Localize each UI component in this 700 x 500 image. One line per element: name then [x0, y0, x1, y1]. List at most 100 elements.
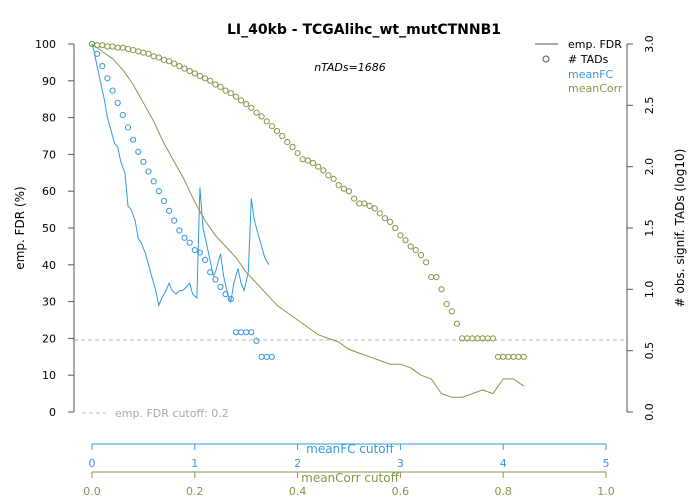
fc-axis-tick-label: 1: [191, 457, 198, 470]
meancorr-tads-point: [412, 247, 419, 254]
fc-axis-tick-label: 5: [603, 457, 610, 470]
meanfc-tads-point: [166, 207, 173, 214]
meanfc-tads-point: [212, 276, 219, 283]
meancorr-tads-point: [330, 175, 337, 182]
right-axis-label: # obs. signif. TADs (log10): [673, 149, 687, 308]
meanfc-tads-point: [196, 249, 203, 256]
fc-axis-tick-label: 2: [294, 457, 301, 470]
meanfc-tads-point: [94, 50, 101, 57]
meancorr-tads-point: [304, 157, 311, 164]
meancorr-tads-point: [428, 274, 435, 281]
meancorr-tads-point: [217, 83, 224, 91]
meanfc-tads-point: [160, 197, 168, 205]
legend: emp. FDR # TADs meanFC meanCorr: [535, 38, 623, 95]
meancorr-tads-point: [392, 224, 399, 232]
meanfc-tads-point: [186, 239, 193, 246]
meancorr-tads-point: [315, 163, 322, 170]
meanfc-tads-point: [253, 337, 260, 344]
meancorr-fdr-line: [91, 43, 525, 398]
legend-item-emp-fdr: emp. FDR: [568, 38, 622, 51]
meancorr-tads-point: [335, 182, 342, 189]
meanfc-tads-point: [150, 178, 157, 185]
meancorr-tads-point: [515, 353, 522, 360]
fc-axis-tick-label: 4: [500, 457, 507, 470]
corr-axis-label: meanCorr cutoff: [301, 471, 399, 485]
right-axis-tick-label: 0.0: [643, 403, 656, 421]
fc-axis: 0 1 2 3 4 5: [89, 443, 610, 470]
meanfc-tads-point: [258, 353, 265, 360]
plot-area: [88, 40, 527, 398]
meancorr-tads-point: [186, 67, 193, 75]
meancorr-tads-point: [489, 335, 496, 342]
meancorr-tads-point: [202, 75, 209, 82]
meancorr-tads-point: [500, 353, 507, 360]
left-axis-tick-label: 70: [42, 148, 56, 161]
meancorr-tads-point: [273, 128, 281, 135]
meancorr-tads-point: [469, 335, 476, 342]
meancorr-tads-point: [474, 335, 481, 342]
left-axis-tick-label: 60: [42, 185, 56, 198]
meancorr-tads-point: [258, 113, 265, 120]
meancorr-tads-point: [150, 53, 157, 60]
corr-axis-tick-label: 0.8: [494, 485, 512, 498]
meancorr-tads-point: [135, 48, 142, 55]
right-axis-tick-label: 2.5: [643, 97, 656, 115]
meancorr-tads-point: [263, 118, 270, 125]
right-axis-tick-label: 1.0: [643, 281, 656, 299]
right-axis: 0.0 0.5 1.0 1.5 2.0 2.5 3.0: [626, 35, 656, 421]
meanfc-tads-point: [130, 136, 137, 143]
meancorr-tads-point: [114, 44, 121, 51]
meancorr-tads-point: [268, 123, 275, 130]
meancorr-tads-point: [453, 320, 460, 327]
meanfc-tads-point: [124, 124, 132, 131]
meanfc-tads-point: [119, 112, 126, 119]
meancorr-tads-point: [160, 56, 168, 64]
meanfc-tads-point: [145, 168, 152, 175]
meancorr-tads-point: [505, 353, 512, 360]
meanfc-tads-point: [217, 283, 224, 290]
meancorr-tads-point: [176, 63, 183, 70]
meancorr-tads-point: [191, 70, 198, 77]
corr-axis-tick-label: 0.6: [392, 485, 410, 498]
meancorr-tads-point: [299, 156, 306, 163]
meancorr-tads-point: [243, 101, 250, 108]
meanfc-fdr-line: [91, 43, 270, 307]
meancorr-tads-point: [109, 43, 116, 50]
meanfc-tads-point: [104, 75, 111, 82]
legend-item-meanfc: meanFC: [568, 68, 614, 81]
meanfc-tads-point: [227, 296, 234, 303]
corr-axis-tick-label: 1.0: [597, 485, 615, 498]
corr-axis-tick-label: 0.4: [289, 485, 307, 498]
meancorr-tads-point: [448, 308, 455, 315]
corr-axis-tick-label: 0.2: [186, 485, 204, 498]
left-axis-tick-label: 50: [42, 222, 56, 235]
meancorr-tads-point: [145, 50, 152, 57]
meancorr-tads-point: [438, 286, 445, 293]
meanfc-tads-point: [155, 188, 162, 195]
meanfc-tads-point: [140, 158, 147, 165]
meancorr-tads-point: [294, 150, 301, 157]
right-axis-tick-label: 1.5: [643, 219, 656, 237]
meancorr-tads-point: [376, 210, 383, 217]
legend-item-meancorr: meanCorr: [568, 82, 623, 95]
meancorr-tads-point: [309, 159, 317, 167]
left-axis-tick-label: 20: [42, 332, 56, 345]
meancorr-tads-point: [433, 274, 440, 281]
meanfc-tads-point: [191, 247, 198, 254]
meanfc-tads-point: [181, 234, 188, 241]
meancorr-tads-point: [325, 172, 332, 179]
meanfc-tads-point: [109, 87, 116, 94]
meancorr-tads-point: [423, 259, 430, 266]
meancorr-tads-point: [130, 47, 137, 54]
meancorr-tads-point: [417, 251, 425, 259]
meancorr-tads-point: [351, 195, 358, 202]
meancorr-tads-point: [99, 42, 106, 49]
meancorr-tads-point: [104, 43, 111, 50]
meanfc-tads-point: [243, 329, 250, 336]
meancorr-tads-point: [171, 60, 178, 67]
meancorr-tads-point: [402, 237, 409, 244]
meancorr-tads-point: [155, 54, 162, 61]
left-axis-tick-label: 100: [35, 38, 56, 51]
meancorr-tads-point: [232, 93, 239, 100]
